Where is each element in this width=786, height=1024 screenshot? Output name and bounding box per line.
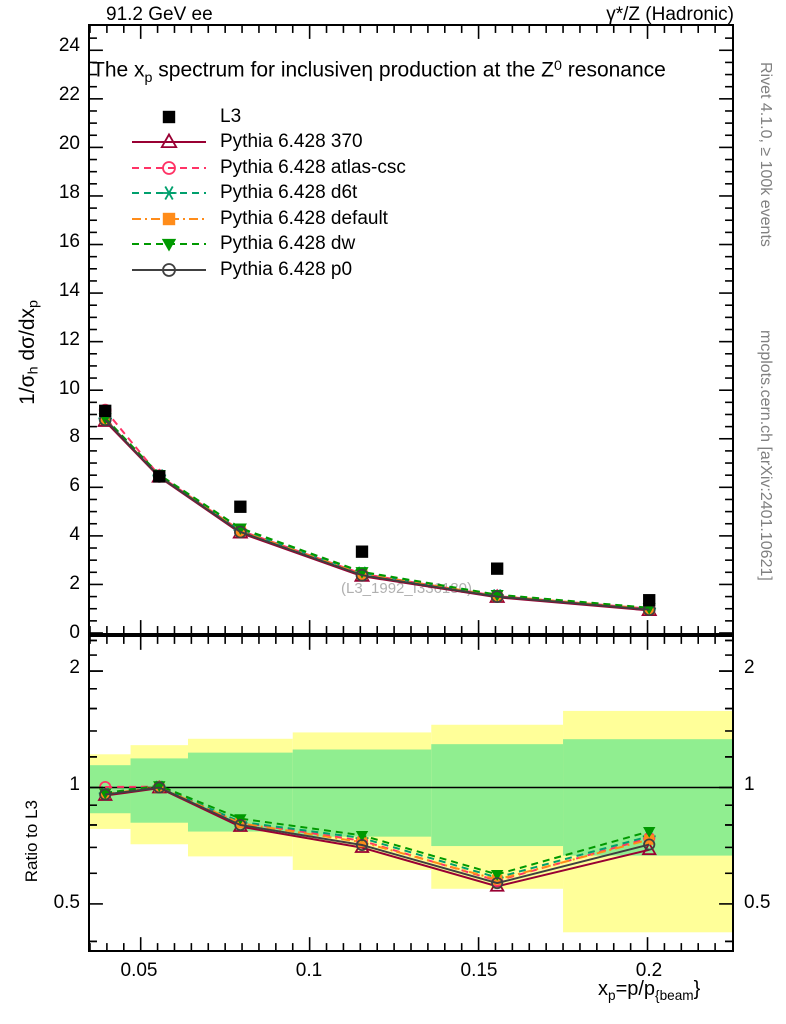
legend-item[interactable]: Pythia 6.428 d6t	[130, 181, 406, 207]
legend: L3 Pythia 6.428 370 Pythia 6.428 atlas-csc…	[130, 104, 406, 283]
legend-marker-filled-triangle-down-icon	[130, 233, 208, 255]
legend-item-label: Pythia 6.428 dw	[220, 233, 356, 255]
ratio-ytick-label-left: 1	[69, 774, 80, 796]
main-plot-svg	[89, 26, 732, 634]
main-ytick-label: 18	[58, 182, 80, 204]
legend-marker-filled-square-icon	[130, 208, 208, 230]
legend-marker-open-circle-icon	[130, 157, 208, 179]
main-ytick-label: 0	[69, 622, 80, 643]
ratio-ytick-label-left: 0.5	[53, 892, 80, 914]
legend-marker-open-triangle-up-icon	[130, 131, 208, 153]
ratio-ytick-label-left: 2	[69, 656, 80, 678]
x-axis-label: xp=p/p{beam}	[598, 978, 700, 1003]
mcplots-source-annotation: mcplots.cern.ch [arXiv:2401.10621]	[757, 330, 774, 581]
legend-item[interactable]: L3	[130, 104, 406, 130]
ratio-ytick-label-right: 0.5	[744, 892, 771, 914]
title-sub-p: p	[144, 69, 153, 86]
xlabel-x: x	[598, 978, 608, 1000]
main-ytick-label: 12	[58, 328, 80, 350]
ratio-plot-panel	[88, 635, 734, 952]
main-ytick-label: 4	[69, 524, 80, 546]
xlabel-eq: =p/p	[615, 978, 656, 1000]
legend-item[interactable]: Pythia 6.428 default	[130, 206, 406, 232]
title-part-post: resonance	[561, 58, 666, 82]
title-part-mid: spectrum for inclusiveη production at th…	[152, 58, 554, 82]
ratio-ytick-label-right: 1	[744, 774, 755, 796]
main-ytick-label: 2	[69, 573, 80, 595]
ratio-y-axis-label: Ratio to L3	[22, 800, 41, 883]
title-sup-zero: 0	[554, 58, 562, 74]
legend-marker-open-circle-icon	[130, 259, 208, 281]
plot-title: The xp spectrum for inclusiveη productio…	[92, 58, 666, 86]
xlabel-brace: }	[693, 978, 701, 1000]
main-ytick-label: 6	[69, 475, 80, 497]
ratio-ytick-label-right: 2	[744, 656, 755, 678]
header-right-process: γ*/Z (Hadronic)	[606, 4, 734, 25]
header-left-beam-energy: 91.2 GeV ee	[106, 4, 213, 25]
legend-item-label: Pythia 6.428 default	[220, 207, 388, 229]
main-ytick-label: 20	[58, 133, 80, 155]
main-ytick-label: 24	[58, 35, 80, 57]
legend-item-label: Pythia 6.428 370	[220, 131, 363, 153]
main-ytick-label: 10	[58, 377, 80, 399]
legend-marker-star-icon	[130, 182, 208, 204]
legend-item-label: Pythia 6.428 atlas-csc	[220, 156, 406, 178]
xtick-label: 0.1	[295, 960, 323, 981]
legend-item[interactable]: Pythia 6.428 p0	[130, 257, 406, 283]
main-ytick-label: 22	[58, 84, 80, 106]
main-ytick-label: 14	[58, 279, 80, 301]
main-ytick-label: 8	[69, 426, 80, 448]
xtick-label: 0.15	[460, 960, 498, 981]
legend-item[interactable]: Pythia 6.428 370	[130, 130, 406, 156]
title-part-pre: The x	[92, 58, 145, 82]
xtick-label: 0.2	[635, 960, 663, 981]
legend-marker-filled-square-icon	[130, 106, 208, 128]
xtick-label: 0.05	[120, 960, 158, 981]
xlabel-sub-p: p	[608, 988, 616, 1004]
legend-item-label: Pythia 6.428 d6t	[220, 182, 358, 204]
ratio-plot-svg	[89, 637, 732, 950]
rivet-version-annotation: Rivet 4.1.0, ≥ 100k events	[757, 62, 774, 247]
main-plot-panel	[88, 24, 734, 635]
ylabel-sigma-sub: h	[25, 366, 42, 375]
legend-item[interactable]: Pythia 6.428 dw	[130, 232, 406, 258]
main-ytick-label: 16	[58, 230, 80, 252]
legend-item-label: L3	[220, 105, 242, 127]
xlabel-sub-beam: {beam	[655, 988, 694, 1004]
legend-item[interactable]: Pythia 6.428 atlas-csc	[130, 155, 406, 181]
legend-item-label: Pythia 6.428 p0	[220, 258, 353, 280]
